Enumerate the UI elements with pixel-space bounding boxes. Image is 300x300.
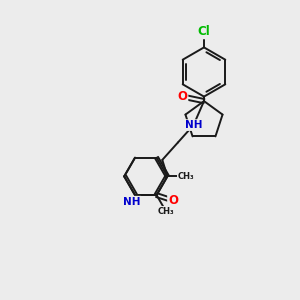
Text: NH: NH bbox=[185, 120, 202, 130]
Text: CH₃: CH₃ bbox=[158, 207, 174, 216]
Text: NH: NH bbox=[123, 197, 141, 207]
Text: CH₃: CH₃ bbox=[178, 172, 194, 181]
Text: Cl: Cl bbox=[198, 25, 210, 38]
Text: O: O bbox=[177, 90, 188, 103]
Text: O: O bbox=[168, 194, 178, 207]
